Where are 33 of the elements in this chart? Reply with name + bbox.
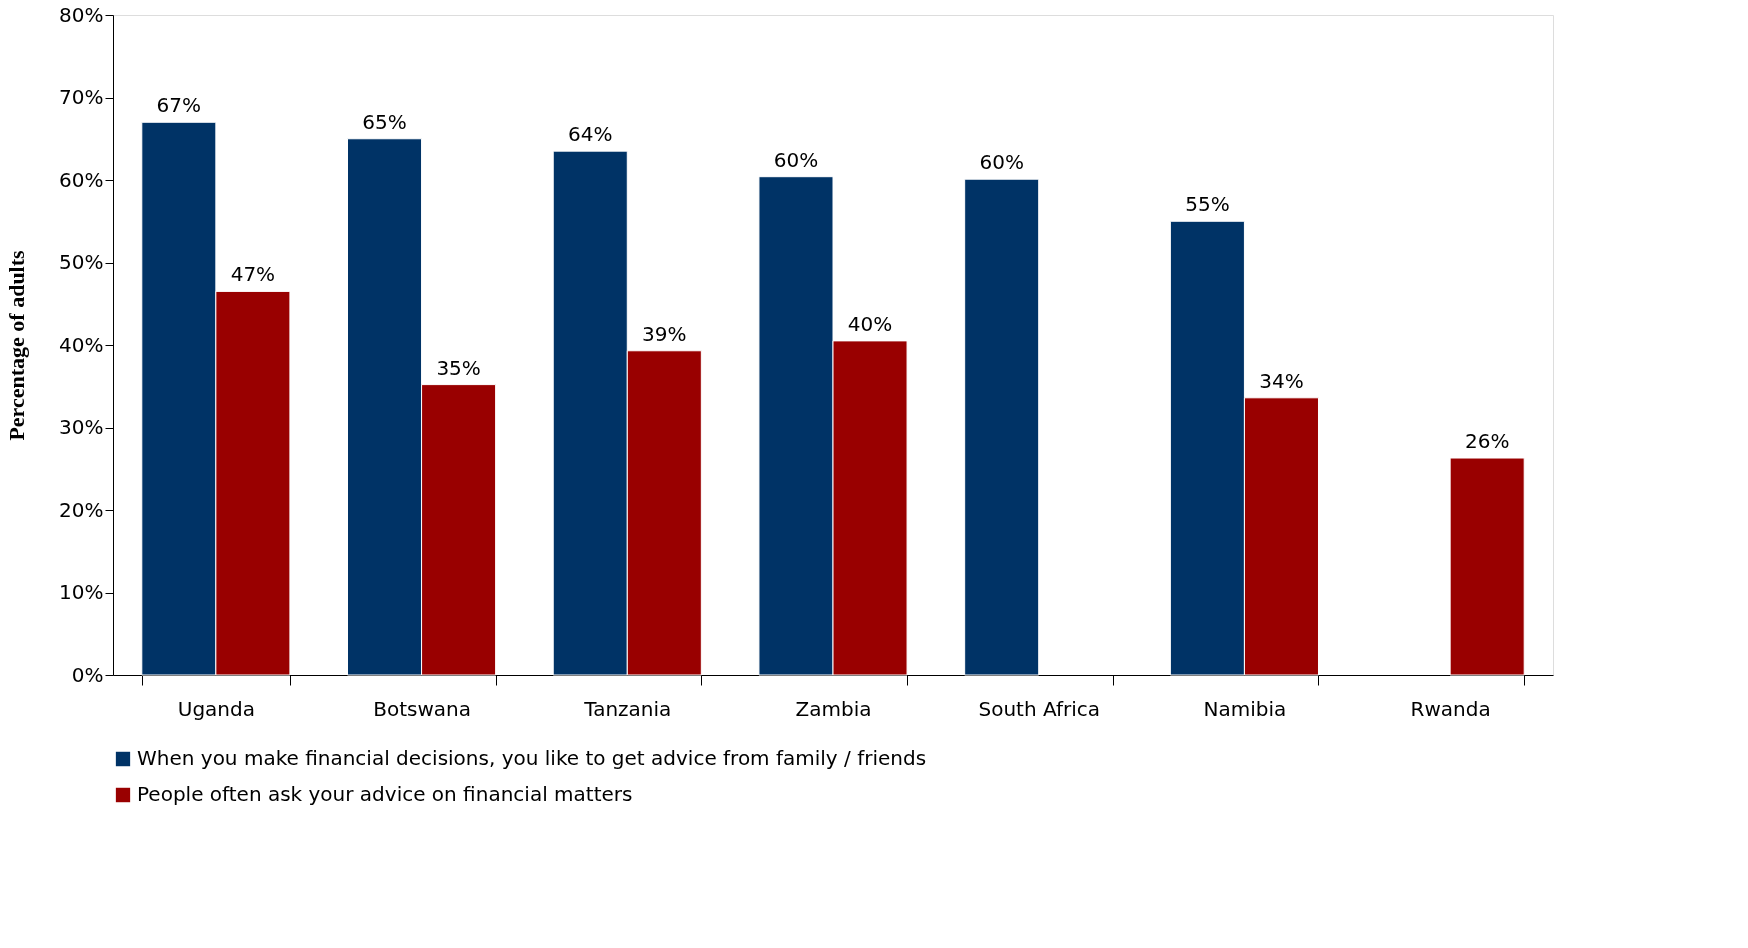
data-label: 60% (773, 147, 819, 172)
legend-label: People often ask your advice on financial matters (137, 782, 633, 806)
data-label: 55% (1185, 192, 1230, 217)
data-label: 26% (1464, 429, 1510, 454)
y-axis-title: Percentage of adults (4, 249, 30, 441)
x-tick-label: Namibia (1203, 696, 1287, 721)
y-tick-label: 60% (59, 167, 104, 192)
data-label: 34% (1259, 368, 1304, 393)
data-label: 64% (568, 122, 613, 147)
y-tick-label: 10% (59, 580, 104, 604)
y-tick-label: 80% (59, 2, 104, 27)
bar (1449, 457, 1525, 676)
y-tick-label: 50% (59, 250, 104, 274)
y-tick-label: 0% (71, 662, 104, 687)
data-label: 67% (156, 93, 202, 118)
data-label: 35% (436, 355, 481, 380)
y-tick-label: 20% (59, 497, 104, 522)
data-label: 40% (847, 311, 893, 336)
data-label: 39% (642, 321, 687, 346)
y-tick-label: 40% (59, 332, 104, 357)
y-tick-label: 70% (59, 85, 104, 109)
y-tick-label: 30% (59, 415, 104, 439)
legend-label: When you make financial decisions, you like to get advice from family / friends (137, 746, 927, 770)
x-tick-label: Rwanda (1410, 696, 1491, 721)
x-tick-label: Botswana (373, 696, 471, 721)
x-tick-label: Uganda (177, 696, 255, 721)
x-tick-label: Zambia (795, 696, 872, 721)
bar (964, 178, 1040, 676)
x-tick-label: South Africa (978, 696, 1100, 721)
x-tick-label: Tanzania (583, 696, 672, 721)
data-label: 60% (979, 150, 1024, 175)
data-label: 65% (362, 109, 407, 134)
data-label: 47% (230, 262, 276, 287)
